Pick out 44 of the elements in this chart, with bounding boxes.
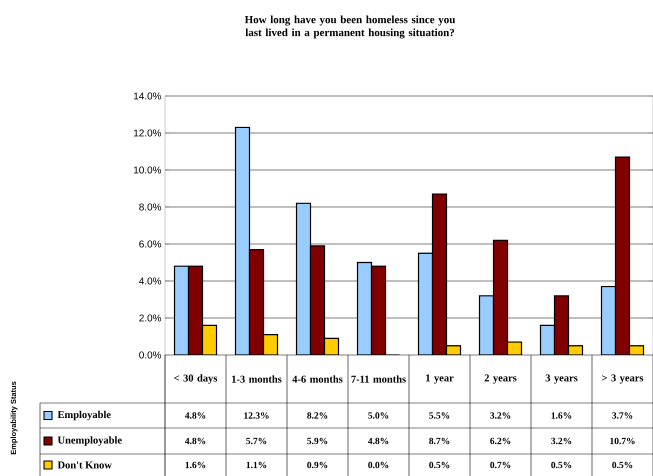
data-label: 1.6% [186,462,206,468]
data-label: 3.2% [551,438,572,444]
data-label: 4.8% [184,438,206,444]
data-label: 3.7% [612,412,632,419]
data-label: 0.0% [368,462,388,468]
data-label: 5.7% [246,438,266,444]
data-label: 6.2% [490,438,510,444]
data-label: 1.6% [552,412,572,419]
data-label: 12.3% [244,412,269,419]
data-label: 0.5% [551,462,572,468]
x-tick-label: 4-6 months [292,375,343,383]
data-label: 10.7% [610,438,635,444]
y-tick-label: 14.0% [134,92,162,100]
y-tick-label: 6.0% [139,240,162,248]
data-label: 0.5% [612,462,632,468]
data-label: 0.9% [307,462,328,468]
x-tick-label: < 30 days [174,374,218,384]
legend-label: Unemployable [58,436,122,446]
x-tick-label: 1-3 months [232,375,282,383]
x-tick-label: 2 years [484,374,517,384]
legend-label: Employable [58,410,111,420]
data-label: 4.8% [368,438,388,444]
y-tick-label: 4.0% [139,277,162,285]
data-label: 4.8% [184,412,206,419]
legend-label: Don't Know [58,462,112,468]
data-label: 0.7% [490,462,510,468]
y-tick-label: 2.0% [139,314,162,322]
data-label: 8.2% [307,412,328,419]
x-tick-label: > 3 years [602,374,644,384]
data-label: 0.5% [429,462,450,468]
x-tick-label: 7-11 months [351,375,406,383]
data-label: 5.5% [429,412,450,419]
data-label: 3.2% [490,412,510,419]
y-tick-label: 8.0% [139,203,162,211]
data-label: 5.9% [307,438,328,444]
y-tick-label: 0.0% [139,351,162,359]
x-tick-label: 3 years [546,374,578,384]
data-label: 8.7% [429,438,450,444]
data-label: 1.1% [246,462,266,468]
chart-title: How long have you been homeless since you last lived in a permanent housing situation? [244,16,456,38]
data-label: 5.0% [368,412,388,419]
y-tick-label: 10.0% [134,166,162,174]
y-tick-label: 12.0% [134,129,162,137]
x-tick-label: 1 year [426,374,454,384]
